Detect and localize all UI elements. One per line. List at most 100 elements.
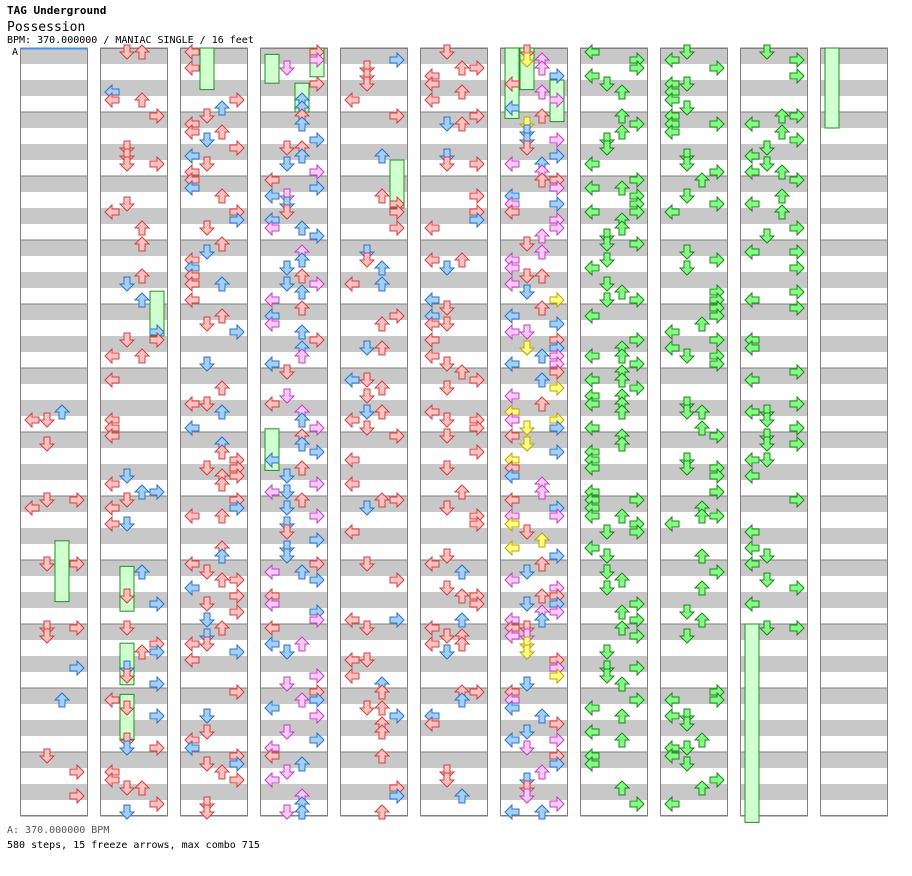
beat-stripe (260, 720, 328, 736)
chart-column (820, 47, 888, 817)
artist-name: TAG Underground (7, 4, 107, 17)
beat-stripe (100, 752, 168, 768)
beat-stripe (420, 496, 488, 512)
step-arrow (504, 804, 520, 820)
beat-stripe (580, 784, 648, 800)
beat-stripe (340, 592, 408, 608)
beat-stripe (20, 688, 88, 704)
beat-stripe (340, 464, 408, 480)
beat-stripe (500, 528, 568, 544)
beat-stripe (420, 240, 488, 256)
beat-stripe (500, 784, 568, 800)
beat-stripe (660, 144, 728, 160)
beat-stripe (580, 560, 648, 576)
beat-stripe (100, 240, 168, 256)
beat-stripe (20, 432, 88, 448)
beat-stripe (180, 784, 248, 800)
beat-stripe (180, 624, 248, 640)
beat-stripe (580, 432, 648, 448)
beat-stripe (340, 400, 408, 416)
beat-stripe (340, 144, 408, 160)
beat-stripe (260, 112, 328, 128)
chart-column (20, 47, 88, 817)
beat-stripe (820, 496, 888, 512)
beat-stripe (100, 624, 168, 640)
column-border (580, 48, 648, 816)
beat-stripe (420, 784, 488, 800)
beat-stripe (420, 144, 488, 160)
beat-stripe (100, 144, 168, 160)
beat-stripe (420, 48, 488, 64)
beat-stripe (820, 304, 888, 320)
beat-stripe (660, 624, 728, 640)
beat-stripe (340, 240, 408, 256)
beat-stripe (820, 752, 888, 768)
freeze-arrow (744, 623, 760, 823)
step-arrow (279, 804, 295, 820)
beat-stripe (820, 528, 888, 544)
beat-stripe (820, 400, 888, 416)
beat-stripe (820, 240, 888, 256)
beat-stripe (20, 208, 88, 224)
column-border (660, 48, 728, 816)
step-arrow (534, 804, 550, 820)
beat-stripe (660, 656, 728, 672)
beat-stripe (340, 752, 408, 768)
beat-stripe (420, 464, 488, 480)
beat-stripe (420, 528, 488, 544)
beat-stripe (100, 464, 168, 480)
beat-stripe (740, 80, 808, 96)
step-arrow (294, 804, 310, 820)
chart-column (500, 47, 568, 817)
beat-stripe (820, 432, 888, 448)
beat-stripe (100, 400, 168, 416)
beat-stripe (260, 656, 328, 672)
beat-stripe (260, 240, 328, 256)
beat-stripe (340, 560, 408, 576)
beat-stripe (660, 784, 728, 800)
beat-stripe (100, 784, 168, 800)
beat-stripe (660, 496, 728, 512)
column-border (260, 48, 328, 816)
beat-stripe (340, 80, 408, 96)
beat-stripe (180, 720, 248, 736)
beat-stripe (660, 368, 728, 384)
beat-stripe (20, 464, 88, 480)
beat-stripe (820, 656, 888, 672)
beat-stripe (420, 656, 488, 672)
beat-stripe (820, 688, 888, 704)
beat-stripe (660, 176, 728, 192)
beat-stripe (20, 336, 88, 352)
beat-stripe (100, 272, 168, 288)
beat-stripe (820, 176, 888, 192)
beat-stripe (340, 688, 408, 704)
beat-stripe (820, 272, 888, 288)
beat-stripe (740, 272, 808, 288)
beat-stripe (100, 176, 168, 192)
beat-stripe (500, 240, 568, 256)
beat-stripe (820, 560, 888, 576)
beat-stripe (20, 112, 88, 128)
beat-stripe (20, 80, 88, 96)
beat-stripe (260, 496, 328, 512)
song-title: Possession (7, 20, 86, 35)
column-border (420, 48, 488, 816)
beat-stripe (820, 208, 888, 224)
column-border (100, 48, 168, 816)
beat-stripe (20, 528, 88, 544)
beat-stripe (820, 368, 888, 384)
beat-stripe (420, 176, 488, 192)
beat-stripe (660, 240, 728, 256)
beat-stripe (580, 272, 648, 288)
beat-stripe (100, 48, 168, 64)
column-border (340, 48, 408, 816)
beat-stripe (20, 240, 88, 256)
beat-stripe (660, 400, 728, 416)
beat-stripe (420, 752, 488, 768)
beat-stripe (820, 592, 888, 608)
beat-stripe (660, 272, 728, 288)
beat-stripe (20, 400, 88, 416)
beat-stripe (660, 592, 728, 608)
footer-bpm: A: 370.000000 BPM (7, 825, 110, 836)
column-border (820, 48, 888, 816)
